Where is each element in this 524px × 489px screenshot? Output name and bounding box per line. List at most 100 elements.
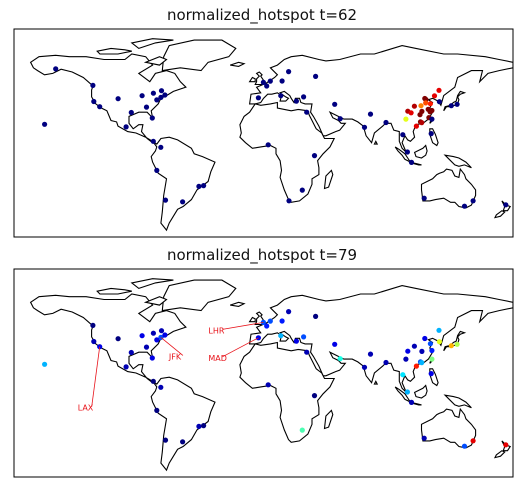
callout-label-lhr: LHR bbox=[208, 326, 224, 335]
hotspot-point bbox=[299, 187, 305, 193]
hotspot-point bbox=[448, 343, 454, 349]
landmass-outline bbox=[130, 278, 174, 290]
hotspot-point bbox=[278, 333, 284, 339]
hotspot-point bbox=[311, 393, 318, 399]
panel-1-title: normalized_hotspot t=62 bbox=[166, 6, 358, 24]
hotspot-point bbox=[149, 355, 155, 361]
map-border-2 bbox=[13, 268, 514, 478]
hotspot-point bbox=[150, 330, 156, 336]
hotspot-point bbox=[383, 119, 389, 126]
hotspot-point bbox=[158, 94, 164, 100]
hotspot-point bbox=[413, 123, 419, 129]
landmass-outline bbox=[248, 76, 256, 83]
hotspot-point bbox=[158, 144, 164, 150]
hotspot-point bbox=[90, 322, 96, 328]
hotspot-point bbox=[53, 66, 59, 72]
hotspot-point bbox=[332, 341, 338, 347]
hotspot-point bbox=[150, 378, 156, 384]
hotspot-point bbox=[267, 318, 273, 324]
hotspot-point bbox=[123, 124, 129, 130]
landmass-outline bbox=[161, 39, 237, 72]
hotspot-point bbox=[267, 78, 273, 84]
hotspot-point bbox=[428, 131, 434, 137]
hotspot-point bbox=[332, 101, 338, 107]
landmass-outline bbox=[143, 56, 168, 66]
hotspot-point bbox=[503, 202, 509, 208]
landmass-outline bbox=[413, 384, 428, 399]
map-panel-2: LHR MAD JFK LAX bbox=[13, 268, 514, 478]
hotspot-point bbox=[115, 96, 121, 102]
hotspot-point bbox=[419, 348, 425, 354]
hotspot-point bbox=[313, 313, 319, 319]
landmass-outline bbox=[29, 53, 187, 144]
landmass-outline bbox=[29, 293, 187, 384]
hotspot-point bbox=[311, 153, 318, 159]
panel-2-title: normalized_hotspot t=79 bbox=[166, 246, 358, 264]
hotspot-point bbox=[436, 327, 442, 333]
hotspot-point bbox=[503, 442, 509, 448]
hotspot-point bbox=[367, 111, 374, 117]
hotspot-point bbox=[90, 82, 96, 88]
landmass-outline bbox=[230, 301, 246, 307]
hotspot-point bbox=[421, 195, 427, 201]
hotspot-point bbox=[408, 159, 415, 165]
hotspot-point bbox=[436, 99, 442, 105]
hotspot-point bbox=[411, 343, 417, 349]
landmass-outline bbox=[443, 154, 472, 169]
hotspot-point bbox=[286, 309, 292, 315]
hotspot-point bbox=[361, 124, 368, 130]
hotspot-point bbox=[299, 427, 305, 433]
hotspot-point bbox=[419, 120, 425, 126]
hotspot-point bbox=[313, 73, 319, 79]
hotspot-point bbox=[260, 79, 266, 85]
hotspot-point bbox=[162, 197, 169, 203]
hotspot-point bbox=[337, 116, 343, 122]
hotspot-point bbox=[404, 389, 410, 395]
hotspot-point bbox=[123, 364, 129, 370]
hotspot-point bbox=[201, 183, 207, 189]
hotspot-point bbox=[150, 138, 156, 144]
hotspot-point bbox=[417, 112, 423, 118]
landmass-outline bbox=[493, 210, 506, 219]
hotspot-point bbox=[265, 142, 271, 148]
hotspot-point bbox=[400, 132, 406, 138]
landmass-outline bbox=[239, 341, 336, 443]
hotspot-point bbox=[408, 399, 415, 405]
landmass-outline bbox=[248, 316, 256, 323]
hotspot-point bbox=[367, 351, 374, 357]
landmass-outline bbox=[373, 380, 379, 385]
landmass-outline bbox=[420, 407, 477, 449]
callout-label-mad: MAD bbox=[208, 354, 227, 363]
hotspot-point bbox=[154, 97, 160, 103]
hotspot-point bbox=[97, 104, 103, 110]
hotspot-point bbox=[361, 364, 368, 370]
hotspot-point bbox=[454, 341, 460, 347]
hotspot-point bbox=[128, 349, 134, 356]
landmass-outline bbox=[323, 169, 334, 190]
hotspot-point bbox=[429, 347, 435, 354]
hotspot-point bbox=[42, 121, 48, 127]
hotspot-point bbox=[139, 93, 145, 99]
landmass-outline bbox=[323, 409, 334, 430]
hotspot-point bbox=[428, 371, 434, 377]
airport-callouts: LHR MAD JFK LAX bbox=[78, 322, 264, 413]
hotspot-point bbox=[91, 338, 97, 345]
hotspot-point bbox=[400, 372, 406, 378]
hotspot-point bbox=[470, 438, 476, 444]
hotspot-point bbox=[278, 93, 284, 99]
landmass-outline bbox=[443, 394, 472, 409]
hotspot-point bbox=[436, 87, 442, 93]
hotspot-point bbox=[423, 100, 429, 106]
hotspot-point bbox=[265, 382, 271, 388]
hotspot-point bbox=[286, 69, 292, 75]
hotspot-point bbox=[304, 109, 310, 115]
hotspot-point bbox=[162, 92, 168, 98]
callout-line-mad bbox=[222, 337, 259, 358]
hotspot-point bbox=[150, 90, 156, 96]
hotspot-point bbox=[427, 101, 433, 107]
hotspot-point bbox=[286, 198, 292, 204]
hotspot-point bbox=[454, 101, 460, 107]
hotspot-point bbox=[411, 103, 417, 109]
hotspot-point bbox=[293, 98, 299, 104]
